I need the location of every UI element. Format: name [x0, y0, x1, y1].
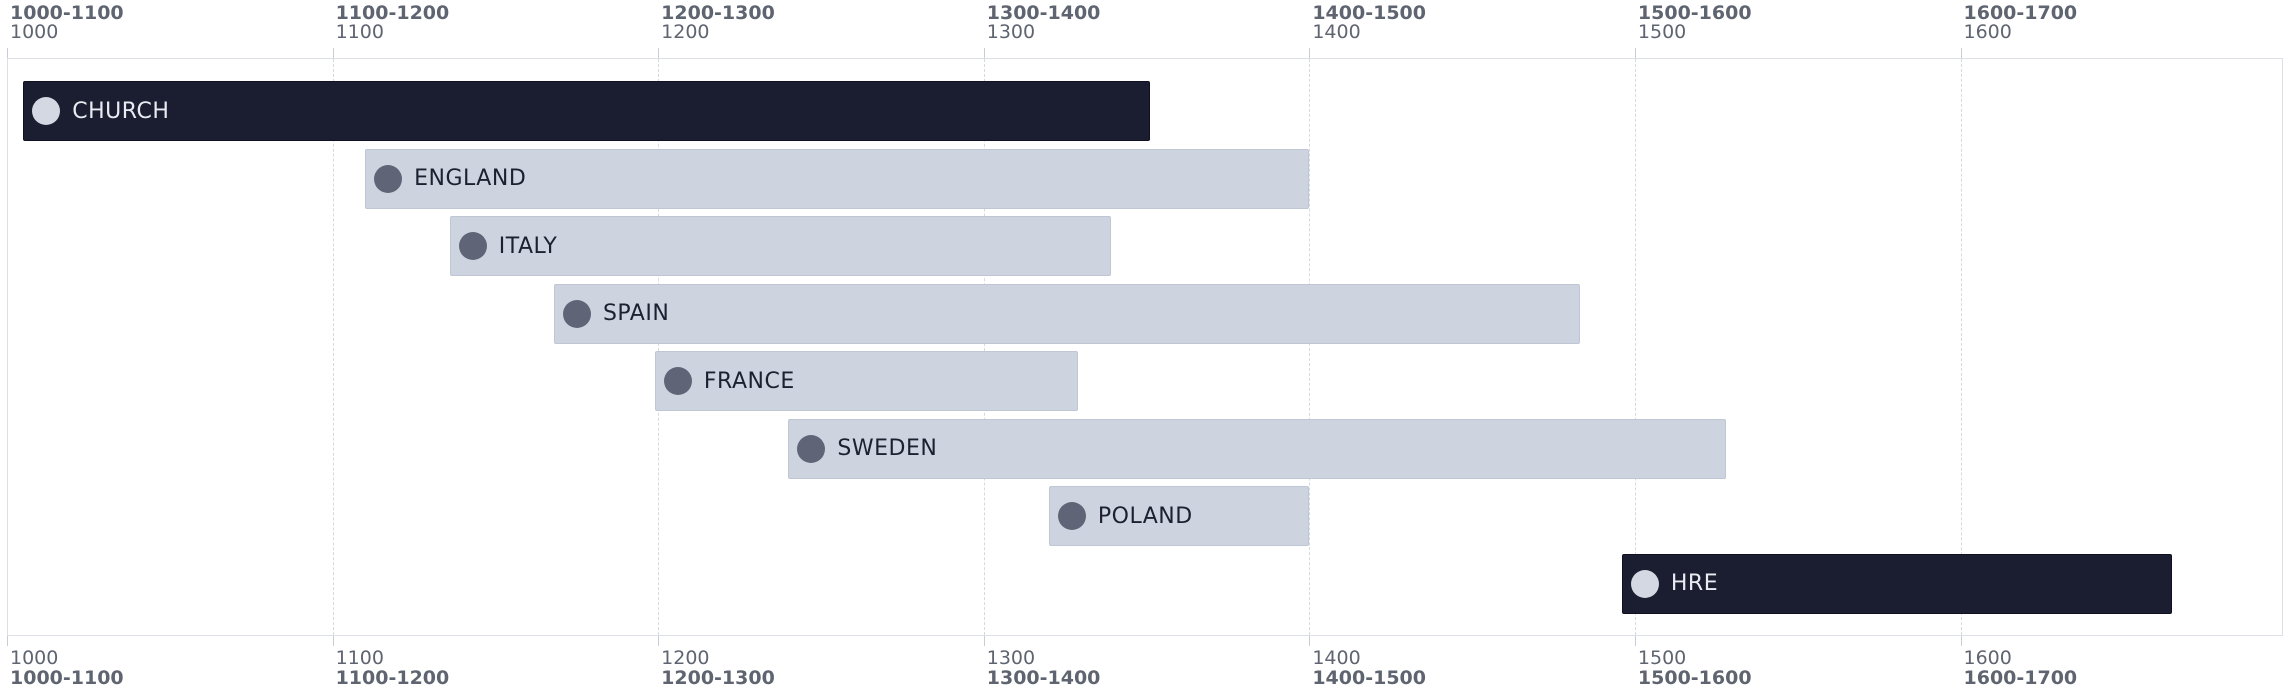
top-range-label: 1500-1600 [1637, 2, 1752, 24]
top-year-label: 1100 [335, 21, 384, 43]
gridline-1600 [1960, 59, 1962, 635]
circle-icon [663, 367, 692, 395]
bar-label: ITALY [498, 233, 558, 259]
circle-icon [562, 299, 591, 328]
bar-label: POLAND [1097, 503, 1193, 529]
timeline-bar-spain[interactable]: SPAIN [553, 283, 1580, 344]
top-tick-1300 [983, 48, 985, 58]
bottom-year-label: 1400 [1312, 647, 1361, 669]
top-range-label: 1000-1100 [10, 2, 124, 24]
top-tick-1400 [1309, 48, 1311, 58]
bottom-tick-1300 [983, 636, 985, 646]
bottom-range-label: 1000-1100 [10, 667, 124, 689]
bar-label: HRE [1670, 571, 1719, 596]
bottom-tick-1400 [1309, 636, 1311, 646]
timeline-bar-church[interactable]: CHURCH [23, 81, 1150, 141]
circle-icon [1057, 502, 1086, 530]
top-tick-1200 [658, 48, 660, 58]
top-tick-1600 [1960, 48, 1962, 58]
top-tick-1000 [7, 48, 8, 58]
timeline-bar-italy[interactable]: ITALY [449, 216, 1111, 276]
top-year-label: 1000 [10, 21, 59, 43]
circle-icon [458, 232, 487, 260]
bottom-range-label: 1200-1300 [661, 667, 775, 689]
top-range-label: 1400-1500 [1312, 2, 1426, 24]
top-year-label: 1500 [1637, 21, 1687, 43]
top-tick-1500 [1634, 48, 1636, 58]
bar-label: FRANCE [703, 368, 795, 394]
bottom-tick-1200 [658, 636, 660, 646]
top-year-label: 1600 [1963, 21, 2012, 43]
top-range-label: 1300-1400 [986, 2, 1101, 24]
bottom-tick-1100 [332, 636, 334, 646]
bottom-tick-1000 [7, 636, 8, 646]
top-year-label: 1200 [661, 21, 710, 43]
timeline-bar-england[interactable]: ENGLAND [365, 148, 1310, 209]
bottom-range-label: 1600-1700 [1963, 667, 2078, 689]
gridline-1400 [1309, 59, 1311, 635]
plot-area [7, 58, 2283, 636]
timeline-bar-poland[interactable]: POLAND [1048, 486, 1310, 546]
timeline-bar-hre[interactable]: HRE [1621, 553, 2173, 614]
bar-label: SPAIN [602, 301, 670, 326]
bottom-year-label: 1500 [1637, 647, 1687, 669]
gridline-1500 [1634, 59, 1636, 635]
timeline-bar-france[interactable]: FRANCE [654, 351, 1079, 411]
circle-icon [797, 434, 826, 463]
bar-label: SWEDEN [837, 436, 938, 461]
bar-label: CHURCH [72, 98, 170, 124]
bar-label: ENGLAND [414, 166, 527, 191]
bottom-tick-1500 [1634, 636, 1636, 646]
gridline-1100 [332, 59, 334, 635]
top-tick-1100 [332, 48, 334, 58]
bottom-year-label: 1200 [661, 647, 710, 669]
bottom-tick-1600 [1960, 636, 1962, 646]
bottom-range-label: 1400-1500 [1312, 667, 1426, 689]
bottom-year-label: 1100 [335, 647, 384, 669]
top-year-label: 1400 [1312, 21, 1361, 43]
timeline-bar-sweden[interactable]: SWEDEN [788, 418, 1727, 479]
bottom-year-label: 1600 [1963, 647, 2012, 669]
top-range-label: 1600-1700 [1963, 2, 2078, 24]
circle-icon [1630, 569, 1659, 598]
bottom-range-label: 1100-1200 [335, 667, 450, 689]
gridline-1300 [983, 59, 985, 635]
bottom-range-label: 1500-1600 [1637, 667, 1752, 689]
top-range-label: 1100-1200 [335, 2, 450, 24]
bottom-year-label: 1000 [10, 647, 59, 669]
circle-icon [32, 97, 61, 125]
bottom-year-label: 1300 [986, 647, 1036, 669]
top-year-label: 1300 [986, 21, 1036, 43]
top-range-label: 1200-1300 [661, 2, 775, 24]
bottom-range-label: 1300-1400 [986, 667, 1101, 689]
gridline-1200 [658, 59, 660, 635]
circle-icon [374, 164, 403, 193]
